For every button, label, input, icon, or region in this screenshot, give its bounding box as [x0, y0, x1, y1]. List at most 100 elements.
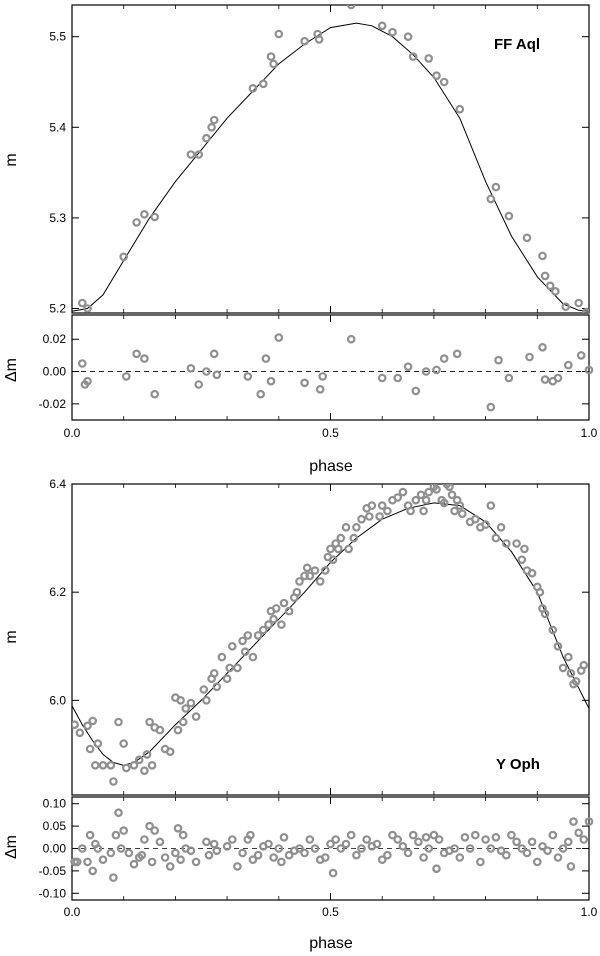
y-oph-data-point [383, 506, 392, 516]
ff-aql-data-point [522, 233, 532, 243]
y-oph-residual-point [388, 830, 397, 840]
y-oph-residual-point [579, 835, 589, 844]
y-oph-data-point [248, 652, 258, 662]
y-oph-residual-point [173, 823, 183, 833]
y-oph-data-point [202, 695, 211, 705]
ff-aql-residual-point [212, 370, 222, 380]
y-oph-residual-point [119, 826, 129, 835]
y-oph-data-point [145, 717, 154, 727]
y-oph-x-tick-label: 0.0 [64, 905, 81, 919]
y-oph-data-point [352, 522, 361, 532]
y-oph-data-point [328, 555, 338, 565]
y-oph-data-point [566, 668, 576, 678]
y-oph-data-point [258, 625, 268, 635]
ff-aql-y-tick-label: 5.3 [49, 211, 66, 225]
y-oph-residual-point [331, 835, 341, 844]
ff-aql-data-point [377, 21, 387, 31]
ff-aql-residual-point [538, 342, 547, 352]
y-oph-residual-y-tick-label: 0.00 [43, 842, 67, 856]
ff-aql-y-axis-title: m [3, 153, 20, 166]
y-oph-data-point [512, 539, 521, 548]
y-oph-data-point [527, 568, 537, 578]
y-oph-data-point [432, 485, 441, 494]
ff-aql-residual-point [504, 373, 514, 383]
y-oph-residual-point [517, 844, 527, 853]
y-oph-residual-point [532, 857, 542, 867]
ff-aql-residual-point [78, 359, 87, 368]
y-oph-data-point [91, 760, 100, 770]
y-oph-residual-point [383, 850, 392, 860]
y-oph-data-point [142, 750, 152, 759]
y-oph-data-point [445, 484, 454, 491]
y-oph-residual-y-tick-label: -0.10 [39, 886, 67, 900]
y-oph-residual-point [178, 830, 188, 840]
y-oph-residual-point [538, 841, 547, 851]
y-oph-data-point [119, 739, 129, 748]
ff-aql-data-point [266, 52, 276, 61]
y-oph-data-point [333, 544, 343, 554]
y-oph-data-point [209, 668, 219, 678]
ff-aql-data-point [491, 182, 501, 192]
y-oph-residual-point [574, 828, 584, 838]
y-oph-data-point [222, 674, 232, 684]
ff-aql-residual-y-axis-title: Δm [3, 358, 20, 382]
y-oph-data-point [114, 717, 123, 727]
y-oph-data-point [535, 587, 545, 597]
ff-aql-residual-point [421, 367, 431, 376]
ff-aql-residual-point [140, 354, 149, 363]
y-oph-x-tick-label: 0.5 [322, 905, 339, 919]
y-oph-data-point [341, 522, 351, 532]
ff-aql-residual-point [576, 351, 586, 360]
y-oph-residual-point [176, 855, 185, 865]
ff-aql-residual-point [261, 354, 271, 363]
y-oph-residual-point [403, 848, 413, 858]
y-oph-data-point [98, 760, 108, 770]
y-oph-residual-point [419, 853, 428, 862]
y-oph-data-point [83, 721, 92, 731]
ff-aql-data-point [140, 210, 149, 219]
y-oph-data-point [411, 495, 421, 505]
ff-aql-residual-point [194, 380, 204, 389]
y-oph-residual-point [377, 855, 387, 865]
y-oph-residual-point [328, 868, 338, 878]
y-oph-residual-point [147, 857, 157, 867]
y-oph-residual-point [145, 821, 154, 831]
ff-aql-residual-point [202, 367, 211, 376]
y-oph-data-point [344, 544, 353, 554]
ff-aql-data-point [119, 252, 129, 262]
ff-aql-data-point [150, 212, 160, 222]
y-oph-residual-point [421, 832, 431, 842]
y-oph-residual-point [320, 853, 330, 862]
ff-aql-residual-point [452, 349, 462, 359]
y-oph-residual-point [109, 873, 118, 882]
y-oph-residual-point [93, 844, 103, 853]
y-oph-data-point [178, 717, 188, 727]
y-oph-residual-point [491, 832, 501, 842]
y-oph-residual-point [496, 846, 506, 856]
y-oph-data-point [450, 506, 459, 516]
y-oph-data-point [212, 682, 222, 692]
ff-aql-x-tick-label: 1.0 [581, 426, 598, 440]
y-oph-data-point [155, 725, 165, 735]
y-oph-data-point [406, 506, 415, 516]
y-oph-star-label: Y Oph [496, 756, 540, 773]
y-oph-data-point [302, 563, 312, 573]
ff-aql-data-point [78, 298, 87, 308]
y-oph-residual-point [222, 841, 232, 851]
y-oph-residual-point [300, 848, 309, 858]
ff-aql-data-point [574, 298, 584, 308]
y-oph-residual-point [432, 864, 441, 874]
y-oph-data-point [320, 566, 330, 575]
y-oph-residual-point [111, 830, 121, 840]
y-oph-data-point [72, 720, 79, 729]
ff-aql-residual-point [274, 333, 284, 342]
y-oph-residual-point [566, 862, 576, 871]
y-oph-data-point [457, 509, 467, 519]
y-oph-data-point [447, 490, 457, 500]
y-oph-residual-point [414, 837, 423, 847]
y-oph-data-point [217, 652, 227, 662]
y-oph-residual-point [155, 837, 165, 847]
y-oph-data-point [264, 620, 273, 629]
y-oph-residual-point [98, 855, 108, 865]
ff-aql-data-point [408, 52, 418, 61]
